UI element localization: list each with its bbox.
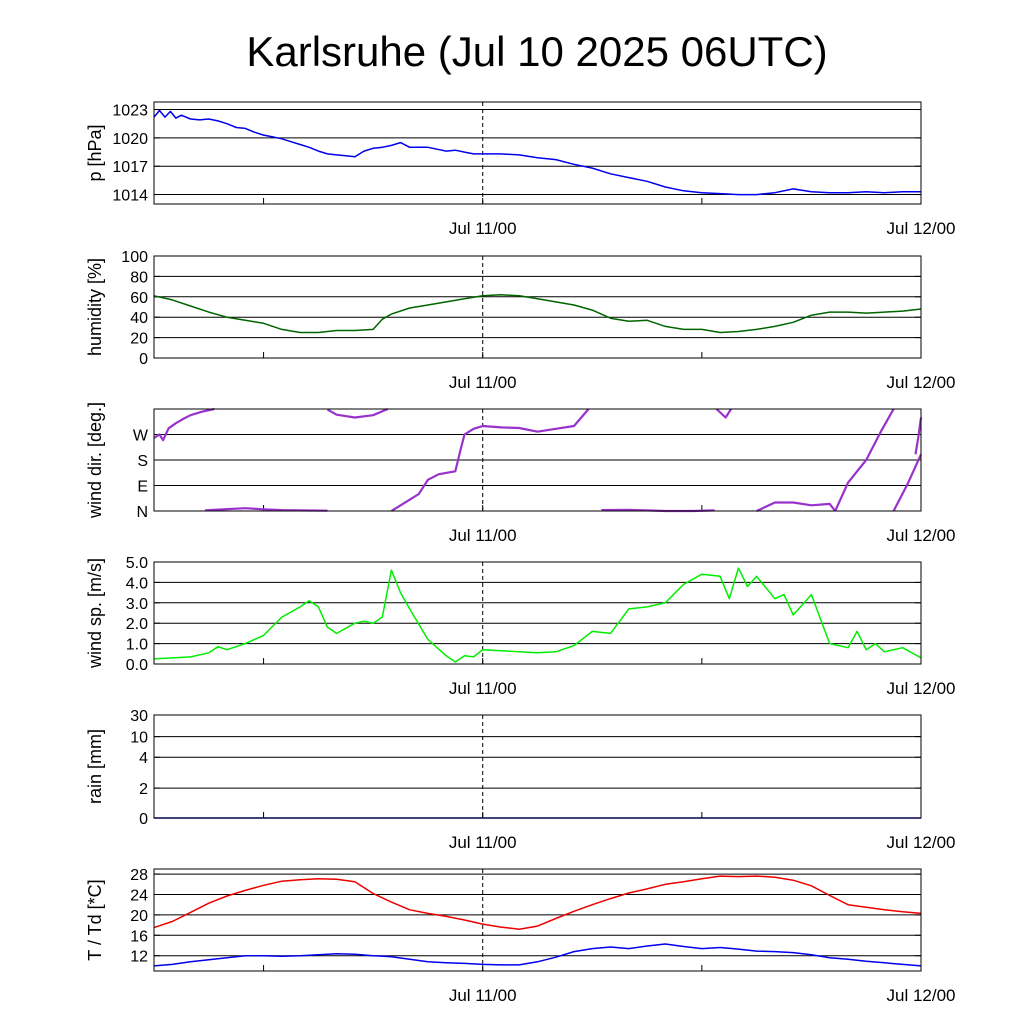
ytick-label: N: [136, 504, 148, 521]
ytick-label: 12: [130, 949, 148, 966]
ytick-label: 5.0: [126, 555, 148, 572]
ytick-label: 2.0: [126, 616, 148, 633]
ytick-label: 1.0: [126, 637, 148, 654]
panel-frame: [153, 101, 922, 205]
panel-temperature: 12 16 20 24 28 T / Td [*C] Jul 11/00 Jul 12/00: [85, 867, 956, 1005]
ytick-label: 16: [130, 928, 148, 945]
series-line-temperature: [153, 943, 922, 967]
ytick-label: 1017: [112, 159, 148, 176]
series-line-wind_direction: [914, 417, 923, 455]
series-line-wind_direction: [326, 407, 389, 419]
ytick-label: W: [133, 428, 149, 445]
xtick-label: Jul 11/00: [449, 986, 517, 1005]
ylabel-wind_direction: wind dir. [deg.]: [85, 402, 105, 519]
ytick-label: 3.0: [126, 596, 148, 613]
series-line-wind_direction: [153, 407, 215, 442]
ytick-label: 0: [139, 351, 148, 368]
series-line-wind_direction: [390, 408, 590, 512]
ytick-label: 0: [139, 811, 148, 828]
panel-wind_speed: 0.0 1.0 2.0 3.0 4.0 5.0 wind sp. [m/s] Jul 11/0…: [85, 555, 956, 698]
xtick-label: Jul 12/00: [887, 833, 956, 852]
ytick-label: 40: [130, 310, 148, 327]
series-line-wind_direction: [756, 501, 837, 512]
panel-frame: [153, 255, 922, 359]
ytick-label: 2: [139, 781, 148, 798]
ytick-label: E: [137, 479, 148, 496]
panel-frame: [153, 714, 922, 819]
ylabel-rain: rain [mm]: [85, 729, 105, 804]
chart-title: Karlsruhe (Jul 10 2025 06UTC): [246, 28, 827, 75]
xtick-label: Jul 12/00: [887, 679, 956, 698]
xtick-label: Jul 12/00: [887, 986, 956, 1005]
ytick-label: 20: [130, 908, 148, 925]
ytick-label: 80: [130, 269, 148, 286]
series-line-wind_direction: [834, 408, 895, 512]
xtick-label: Jul 12/00: [887, 219, 956, 238]
ylabel-humidity: humidity [%]: [85, 258, 105, 356]
xtick-label: Jul 11/00: [449, 526, 517, 545]
series-line-temperature: [153, 875, 922, 930]
ytick-label: 10: [130, 730, 148, 747]
ytick-label: 1023: [112, 103, 148, 120]
ytick-label: 4: [139, 750, 148, 767]
panel-rain: 0 2 4 10 30 rain [mm] Jul 11/00 Jul 12/00: [85, 708, 956, 852]
ytick-label: 60: [130, 290, 148, 307]
xtick-label: Jul 11/00: [449, 679, 517, 698]
ytick-label: 20: [130, 331, 148, 348]
panel-frame: [153, 408, 922, 512]
ytick-label: 1014: [112, 188, 148, 205]
ylabel-wind_speed: wind sp. [m/s]: [85, 558, 105, 669]
ytick-label: 0.0: [126, 657, 148, 674]
xtick-label: Jul 12/00: [887, 526, 956, 545]
xtick-label: Jul 11/00: [449, 373, 517, 392]
xtick-label: Jul 11/00: [449, 833, 517, 852]
ytick-label: 28: [130, 867, 148, 884]
panel-frame: [153, 868, 922, 972]
ytick-label: 100: [121, 249, 148, 266]
series-line-wind_direction: [892, 453, 923, 512]
series-line-wind_direction: [715, 408, 733, 419]
series-line-wind_direction: [205, 507, 328, 512]
series-line-wind_speed: [153, 567, 922, 663]
xtick-label: Jul 11/00: [449, 219, 517, 238]
panel-pressure: 1014 1017 1020 1023 p [hPa] Jul 11/00 Jul 12/0…: [85, 101, 956, 238]
ytick-label: S: [137, 453, 148, 470]
series-line-humidity: [153, 294, 922, 334]
ytick-label: 30: [130, 708, 148, 725]
ylabel-pressure: p [hPa]: [85, 124, 105, 181]
series-line-pressure: [153, 109, 921, 196]
ytick-label: 24: [130, 888, 148, 905]
ytick-label: 4.0: [126, 575, 148, 592]
ytick-label: 1020: [112, 131, 148, 148]
ylabel-temperature: T / Td [*C]: [85, 879, 105, 960]
xtick-label: Jul 12/00: [887, 373, 956, 392]
panel-frame: [153, 561, 922, 665]
panel-humidity: 0 20 40 60 80 100 humidity [%] Jul 11/00 Jul 12/…: [85, 249, 956, 392]
